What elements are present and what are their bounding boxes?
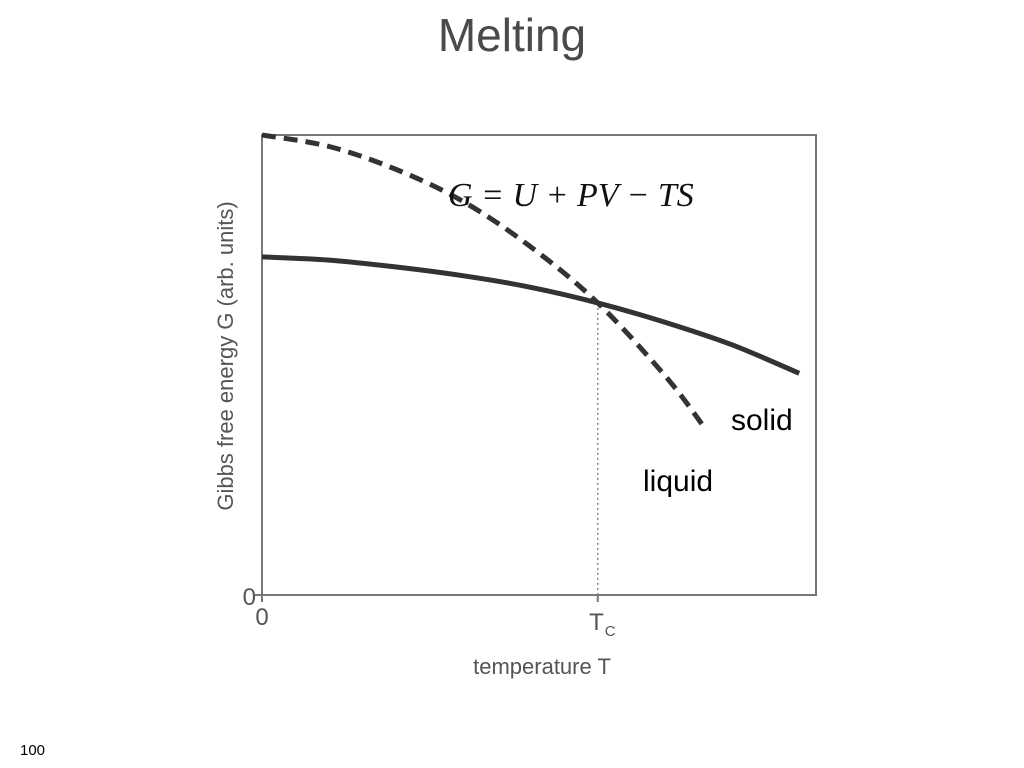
series-line-liquid [261,132,704,426]
y-axis-label: Gibbs free energy G (arb. units) [213,201,238,510]
x-tick-label-tc: T [589,609,604,636]
series-line-solid [261,254,801,376]
y-tick-label-0: 0 [243,584,256,611]
x-tick-label-tc-subscript: C [605,623,616,640]
series-label-liquid: liquid [643,465,713,498]
x-axis-label: temperature T [473,654,611,679]
slide-title: Melting [437,9,587,61]
x-tick-label-tc-main: T [589,609,604,636]
gibbs-equation: G = U + PV − TS [448,177,694,214]
series-label-solid: solid [731,404,793,437]
x-tick-label-0: 0 [255,604,268,631]
plot-frame [261,134,817,596]
page-number: 100 [20,742,46,759]
